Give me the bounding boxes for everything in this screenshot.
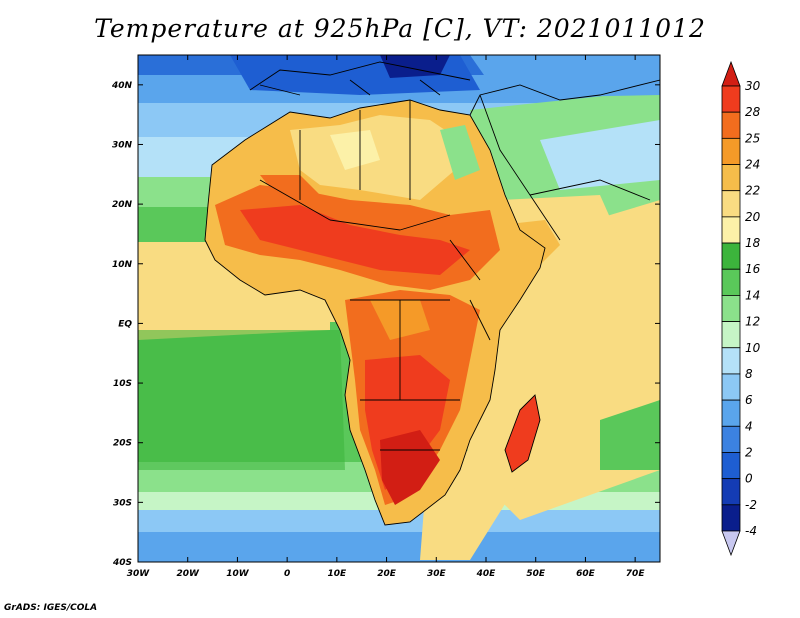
colorbar-segment	[721, 242, 741, 270]
colorbar-segment	[721, 321, 741, 349]
colorbar-segment	[721, 452, 741, 480]
colorbar-segment	[721, 399, 741, 427]
map-title: Temperature at 925hPa [C], VT: 202101101…	[94, 14, 706, 43]
colorbar-label: 4	[745, 419, 753, 433]
lon-label: 30W	[127, 569, 151, 579]
colorbar-label: 16	[745, 262, 761, 276]
lat-label: 40N	[111, 81, 133, 91]
madagascar	[505, 395, 540, 472]
colorbar-label: 2	[745, 445, 753, 459]
colorbar-label: 8	[745, 367, 753, 381]
lon-label: 60E	[576, 569, 596, 579]
colorbar-label: 30	[745, 79, 761, 93]
lon-label: 50E	[526, 569, 546, 579]
colorbar-label: 14	[745, 288, 760, 302]
colorbar-segment	[721, 295, 741, 322]
colorbar-segment	[721, 190, 741, 218]
lon-label: 40E	[476, 569, 497, 579]
lat-label: 20N	[112, 200, 133, 210]
lat-label: EQ	[118, 319, 132, 329]
colorbar-label: 28	[745, 105, 761, 119]
lon-label: 70E	[626, 569, 646, 579]
colorbar-segment	[721, 137, 741, 165]
lon-label: 0	[284, 569, 290, 579]
colorbar-segment	[721, 85, 741, 113]
colorbar-segment	[721, 111, 741, 139]
longitude-ticks: 30W 20W 10W 0 10E 20E 30E 40E 50E 60E 70E	[127, 55, 646, 579]
colorbar-segment	[721, 164, 741, 192]
colorbar-label: 0	[745, 472, 753, 486]
lat-label: 30N	[112, 140, 133, 150]
coastlines-and-borders	[204, 61, 660, 526]
lon-label: 20W	[176, 569, 200, 579]
plot-frame	[137, 54, 661, 563]
colorbar-label: 10	[745, 341, 761, 355]
grads-credit: GrADS: IGES/COLA	[4, 603, 98, 613]
colorbar-segment	[721, 347, 741, 375]
colorbar-bottom-arrow	[721, 530, 741, 557]
colorbar-label: 20	[745, 210, 761, 224]
colorbar-segment	[721, 268, 741, 296]
colorbar-top-arrow	[721, 60, 741, 87]
lat-label: 30S	[113, 498, 132, 508]
colorbar-label: -2	[745, 498, 757, 512]
colorbar-segment	[721, 425, 741, 453]
lon-label: 30E	[427, 569, 447, 579]
latitude-ticks: 40N 30N 20N 10N EQ 10S 20S 30S 40S	[111, 81, 660, 568]
colorbar-label: 25	[745, 131, 760, 145]
colorbar-segment	[721, 478, 741, 506]
colorbar-label: 22	[745, 184, 760, 198]
colorbar-label: 12	[745, 315, 760, 329]
lat-label: 10S	[113, 379, 132, 389]
lon-label: 20E	[377, 569, 397, 579]
lat-label: 10N	[112, 260, 133, 270]
map-field	[138, 55, 660, 562]
lat-label: 20S	[113, 439, 132, 449]
lon-label: 10W	[226, 569, 250, 579]
colorbar-label: 18	[745, 236, 761, 250]
colorbar-label: 6	[745, 393, 753, 407]
colorbar-segment	[721, 504, 741, 532]
colorbar-label: -4	[745, 524, 757, 538]
colorbar-segment	[721, 373, 741, 401]
colorbar-segment	[721, 216, 741, 244]
lon-label: 10E	[328, 569, 348, 579]
lat-label: 40S	[112, 558, 132, 568]
colorbar-label: 24	[745, 158, 760, 172]
